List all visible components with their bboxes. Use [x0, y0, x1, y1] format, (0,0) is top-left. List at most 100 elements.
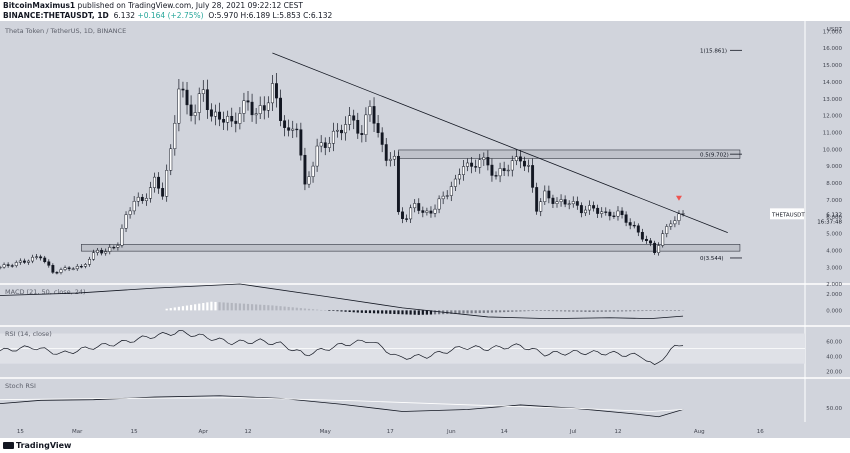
macd-signal-line: [0, 283, 684, 319]
candle-body: [128, 210, 132, 215]
candle-body: [96, 249, 100, 253]
candle-body: [303, 154, 307, 185]
macd-histogram-bar: [454, 310, 457, 314]
macd-histogram-bar: [425, 310, 428, 315]
price-chart[interactable]: Theta Token / TetherUS, 1D, BINANCE USDT1…: [0, 21, 850, 438]
candle-body: [22, 260, 26, 263]
macd-histogram-bar: [466, 310, 469, 314]
macd-histogram-bar: [344, 310, 347, 312]
rsi-tick-label: 40.00: [826, 354, 842, 360]
last-price: 6.132: [113, 11, 136, 20]
candle-body: [620, 210, 624, 215]
candle-body: [494, 175, 498, 177]
macd-histogram-bar: [641, 310, 644, 312]
author-name[interactable]: BitcoinMaximus1: [3, 1, 76, 10]
candle-body: [177, 88, 181, 124]
candle-body: [486, 157, 490, 166]
candle-body: [250, 101, 254, 116]
time-tick-label: Mar: [72, 429, 83, 435]
macd-histogram-bar: [580, 310, 583, 312]
candle-body: [258, 105, 262, 114]
price-tick-label: 13.000: [823, 97, 843, 103]
rsi-line: [0, 330, 684, 366]
macd-histogram-bar: [564, 310, 567, 312]
candle-body: [649, 240, 652, 244]
candle-body: [527, 165, 530, 167]
candle-body: [640, 231, 644, 240]
macd-tick-label: 2.000: [826, 292, 842, 298]
candle-body: [616, 210, 620, 217]
macd-histogram-bar: [478, 310, 481, 314]
candle-body: [331, 130, 335, 144]
candle-body: [352, 115, 356, 121]
candle-body: [165, 170, 169, 197]
candle-body: [283, 120, 287, 128]
macd-histogram-bar: [519, 310, 522, 312]
candle-body: [360, 133, 364, 135]
price-tick-label: 5.000: [826, 232, 842, 238]
macd-histogram-bar: [681, 310, 685, 311]
candle-body: [92, 252, 95, 260]
macd-histogram-bar: [470, 310, 473, 314]
candle-body: [502, 168, 506, 171]
candle-body: [112, 246, 116, 249]
candle-body: [429, 210, 433, 214]
macd-histogram-bar: [348, 310, 351, 312]
pane-background-1: [0, 284, 805, 326]
fib-level-label: 1(15.861): [700, 49, 727, 55]
candle-body: [197, 93, 201, 113]
price-tick-label: 9.000: [826, 164, 842, 170]
macd-histogram-bar: [360, 310, 363, 313]
candle-body: [356, 119, 360, 134]
macd-histogram-bar: [189, 304, 193, 311]
time-tick-label: Jul: [569, 429, 577, 435]
macd-histogram-bar: [637, 310, 640, 312]
candle-body: [592, 205, 596, 209]
tradingview-logo[interactable]: TradingView: [3, 441, 71, 450]
macd-histogram-bar: [625, 310, 628, 312]
macd-histogram-bar: [198, 303, 201, 311]
candle-body: [75, 266, 79, 270]
candle-body: [401, 211, 404, 219]
time-axis-background: [0, 422, 850, 438]
candle-body: [173, 122, 177, 150]
macd-histogram-bar: [291, 307, 294, 311]
candle-body: [218, 111, 221, 120]
candle-body: [669, 223, 673, 227]
candle-body: [653, 242, 657, 253]
macd-histogram-bar: [608, 310, 611, 312]
candle-body: [157, 176, 161, 189]
symbol-tag: THETAUSDT: [771, 212, 805, 218]
candle-body: [482, 157, 486, 160]
macd-histogram-bar: [450, 310, 453, 314]
descending-trendline: [272, 52, 728, 233]
macd-tick-label: 0.000: [826, 309, 842, 315]
candle-body: [299, 129, 303, 156]
candle-body: [63, 267, 67, 270]
candle-body: [523, 160, 526, 167]
rsi-title: RSI (14, close): [5, 330, 52, 338]
candle-body: [661, 233, 665, 246]
candle-body: [421, 210, 425, 213]
candle-body: [246, 100, 250, 103]
candle-body: [417, 203, 421, 211]
candle-body: [100, 249, 104, 254]
macd-histogram-bar: [669, 310, 672, 311]
macd-histogram-bar: [490, 310, 494, 313]
macd-histogram-bar: [515, 310, 518, 312]
price-tick-label: 3.000: [826, 265, 842, 271]
candle-body: [35, 256, 39, 258]
candle-body: [214, 111, 217, 117]
macd-histogram-bar: [511, 310, 514, 312]
macd-histogram-bar: [332, 310, 335, 311]
candle-body: [441, 195, 445, 200]
candle-body: [547, 190, 551, 199]
candle-body: [673, 220, 677, 225]
candle-body: [433, 208, 437, 214]
macd-histogram-bar: [462, 310, 465, 314]
candle-body: [79, 266, 83, 268]
candle-body: [39, 256, 43, 259]
macd-histogram-bar: [194, 304, 197, 311]
macd-histogram-bar: [230, 302, 233, 311]
candle-body: [51, 265, 55, 273]
